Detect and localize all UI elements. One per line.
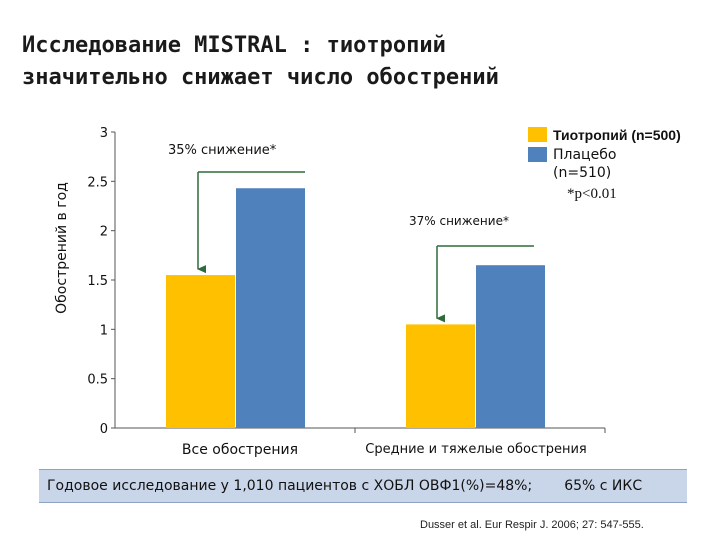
y-tick-label-5: 2.5 bbox=[87, 175, 108, 190]
citation: Dusser et al. Eur Respir J. 2006; 27: 54… bbox=[420, 519, 644, 531]
y-tick-label-1: 0.5 bbox=[87, 373, 108, 388]
title-line-2: значительно снижает число обострений bbox=[22, 65, 499, 90]
study-info-band: Годовое исследование у 1,010 пациентов с… bbox=[39, 469, 687, 503]
legend-swatch-tiotropium bbox=[528, 127, 547, 142]
legend-item-placebo: Плацебо (n=510) bbox=[528, 146, 663, 182]
category-label-severe: Средние и тяжелые обострения bbox=[365, 442, 587, 457]
annotation-severe-exacerbations: 37% снижение* bbox=[409, 214, 509, 228]
study-info-text: Годовое исследование у 1,010 пациентов с… bbox=[47, 478, 533, 494]
y-tick-label-3: 1.5 bbox=[87, 274, 108, 289]
category-label-all: Все обострения bbox=[181, 442, 299, 458]
y-tick-label-4: 2 bbox=[100, 225, 108, 240]
legend-swatch-placebo bbox=[528, 147, 547, 162]
annotation-all-exacerbations: 35% снижение* bbox=[168, 143, 277, 158]
legend-item-tiotropium: Тиотропий (n=500) bbox=[528, 126, 681, 144]
bar-tiotropium-1 bbox=[166, 275, 235, 428]
title-line-1: Исследование MISTRAL : тиотропий bbox=[22, 33, 446, 58]
bar-placebo-2 bbox=[476, 265, 545, 428]
y-tick-label-0: 0 bbox=[100, 422, 108, 437]
bar-placebo-1 bbox=[236, 188, 305, 428]
ics-info-text: 65% с ИКС bbox=[564, 478, 643, 494]
slide-title: Исследование MISTRAL : тиотропий значите… bbox=[22, 30, 702, 94]
legend-label-placebo: Плацебо (n=510) bbox=[553, 147, 617, 181]
significance-note: *p<0.01 bbox=[567, 186, 617, 202]
bar-tiotropium-2 bbox=[406, 324, 475, 428]
y-tick-label-2: 1 bbox=[100, 323, 108, 338]
y-tick-label-6: 3 bbox=[100, 126, 108, 141]
legend-label-tiotropium: Тиотропий (n=500) bbox=[553, 127, 681, 143]
